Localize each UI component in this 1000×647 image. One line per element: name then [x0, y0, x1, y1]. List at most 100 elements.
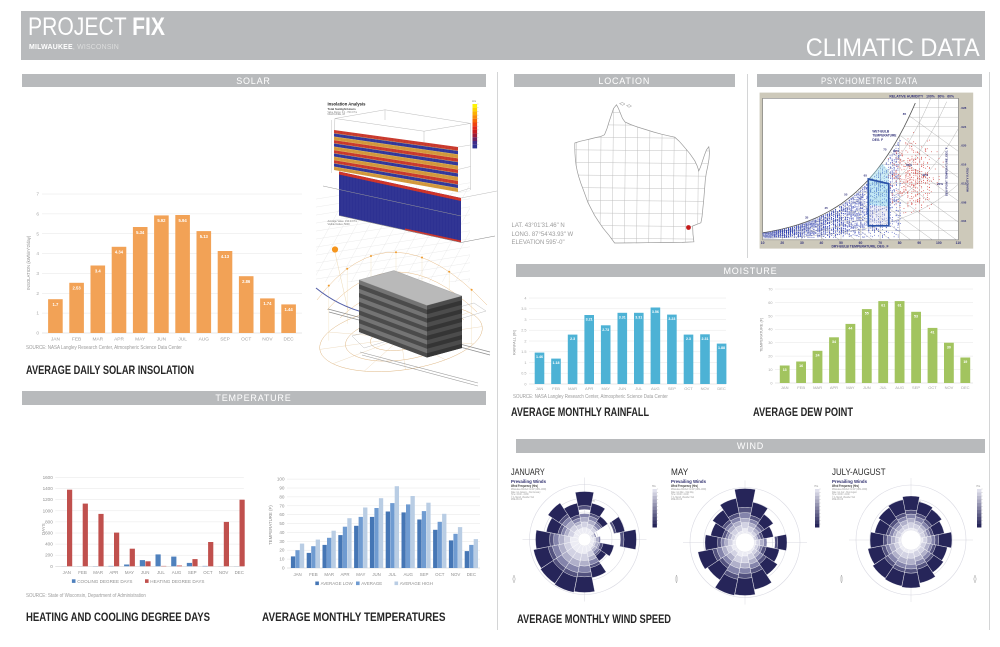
svg-text:3.23: 3.23: [668, 317, 675, 321]
svg-text:100: 100: [936, 241, 942, 245]
svg-text:75: 75: [883, 147, 887, 151]
svg-text:5.92: 5.92: [157, 218, 166, 223]
svg-text:JUN: JUN: [863, 385, 871, 390]
svg-text:APR: APR: [114, 337, 124, 343]
svg-text:80: 80: [279, 494, 285, 499]
svg-text:OCT: OCT: [684, 386, 693, 391]
svg-text:MAR: MAR: [92, 337, 103, 343]
svg-text:SEP: SEP: [912, 385, 920, 390]
svg-text:1600: 1600: [43, 475, 54, 480]
svg-text:800: 800: [45, 519, 53, 524]
svg-text:5.34: 5.34: [136, 230, 145, 235]
svg-text:1.88: 1.88: [718, 346, 725, 350]
svg-text:JUN: JUN: [157, 337, 167, 343]
svg-text:1400: 1400: [43, 486, 54, 491]
svg-text:DAYS: DAYS: [41, 523, 46, 535]
svg-text:65: 65: [864, 173, 868, 177]
svg-text:FEB: FEB: [309, 572, 318, 577]
svg-text:SEP: SEP: [188, 570, 197, 575]
svg-text:70: 70: [279, 503, 285, 508]
svg-text:MAY: MAY: [846, 385, 855, 390]
svg-text:FEB: FEB: [78, 570, 87, 575]
svg-text:40: 40: [768, 328, 772, 332]
svg-text:35: 35: [805, 216, 809, 220]
svg-text:2.53: 2.53: [73, 286, 82, 291]
svg-text:SEP: SEP: [668, 386, 676, 391]
svg-text:AUG: AUG: [895, 385, 904, 390]
svg-text:80%: 80%: [893, 149, 899, 153]
svg-text:400: 400: [45, 542, 53, 547]
svg-text:Insolation Analysis: Insolation Analysis: [328, 102, 367, 107]
svg-text:80: 80: [898, 241, 902, 245]
svg-text:TEMPERATURE (F): TEMPERATURE (F): [268, 505, 273, 545]
svg-text:NOV: NOV: [945, 385, 954, 390]
svg-text:MAR: MAR: [813, 385, 822, 390]
svg-text:JUN: JUN: [618, 386, 626, 391]
svg-text:30: 30: [947, 345, 951, 349]
svg-text:JAN: JAN: [781, 385, 789, 390]
svg-text:DEC: DEC: [717, 386, 726, 391]
svg-text:JUN: JUN: [372, 572, 381, 577]
svg-text:0: 0: [36, 331, 39, 337]
svg-text:HEATING DEGREE DAYS: HEATING DEGREE DAYS: [150, 579, 204, 584]
svg-text:.020: .020: [961, 144, 967, 148]
svg-text:DEC: DEC: [467, 572, 476, 577]
svg-text:2: 2: [36, 291, 39, 297]
svg-text:5: 5: [36, 231, 39, 237]
svg-text:HUMIDITY RATIO: HUMIDITY RATIO: [966, 167, 970, 192]
svg-text:4.34: 4.34: [115, 250, 124, 255]
svg-text:.004: .004: [961, 219, 967, 223]
svg-text:DEC: DEC: [961, 385, 970, 390]
svg-text:24: 24: [816, 353, 820, 357]
svg-text:COOLING DEGREE DAYS: COOLING DEGREE DAYS: [77, 579, 132, 584]
svg-text:Hrs: Hrs: [472, 99, 477, 103]
svg-text:34: 34: [832, 340, 836, 344]
svg-text:TEMPERATURE: TEMPERATURE: [872, 134, 896, 138]
svg-text:RELATIVE HUMIDITY 100% 80%: RELATIVE HUMIDITY 100% 80% 60%: [889, 94, 954, 98]
svg-text:JAN: JAN: [63, 570, 71, 575]
svg-text:2.73: 2.73: [602, 328, 609, 332]
svg-text:13: 13: [783, 368, 787, 372]
svg-text:.028: .028: [961, 106, 967, 110]
svg-text:61: 61: [898, 304, 902, 308]
svg-text:20: 20: [780, 241, 784, 245]
svg-text:AUG: AUG: [172, 570, 182, 575]
svg-text:NOV: NOV: [262, 337, 273, 343]
svg-text:16: 16: [799, 364, 803, 368]
svg-text:30: 30: [800, 241, 804, 245]
svg-text:3: 3: [36, 271, 39, 277]
svg-text:MAR: MAR: [93, 570, 103, 575]
svg-text:JUL: JUL: [388, 572, 396, 577]
svg-text:60%: 60%: [906, 163, 912, 167]
svg-text:10: 10: [761, 241, 765, 245]
svg-text:DEG. F: DEG. F: [872, 138, 883, 142]
svg-text:MAY: MAY: [135, 337, 146, 343]
svg-text:AVERAGE: AVERAGE: [361, 581, 382, 586]
svg-text:55: 55: [865, 312, 869, 316]
svg-text:20: 20: [768, 355, 772, 359]
svg-text:40: 40: [279, 530, 285, 535]
svg-text:3.5: 3.5: [521, 307, 526, 311]
svg-text:MAY: MAY: [356, 572, 365, 577]
svg-text:3.21: 3.21: [586, 318, 593, 322]
svg-text:5.13: 5.13: [200, 234, 209, 239]
svg-text:50: 50: [279, 521, 285, 526]
svg-text:45: 45: [825, 206, 829, 210]
svg-text:4: 4: [36, 251, 39, 257]
svg-text:1.5: 1.5: [521, 350, 526, 354]
svg-text:.016: .016: [961, 163, 967, 167]
svg-text:2: 2: [524, 339, 526, 343]
svg-text:44: 44: [848, 327, 852, 331]
svg-text:100: 100: [277, 477, 285, 482]
svg-text:7: 7: [36, 192, 39, 198]
svg-text:JUL: JUL: [157, 570, 165, 575]
svg-text:1.18: 1.18: [553, 361, 560, 365]
svg-text:AUG: AUG: [199, 337, 210, 343]
svg-text:0: 0: [524, 382, 526, 386]
svg-text:3: 3: [524, 318, 526, 322]
svg-text:60: 60: [768, 301, 772, 305]
svg-text:Total Sunlight Hours: Total Sunlight Hours: [328, 107, 357, 111]
svg-text:DEC: DEC: [235, 570, 244, 575]
svg-text:0.5: 0.5: [521, 372, 526, 376]
svg-text:6: 6: [36, 211, 39, 217]
